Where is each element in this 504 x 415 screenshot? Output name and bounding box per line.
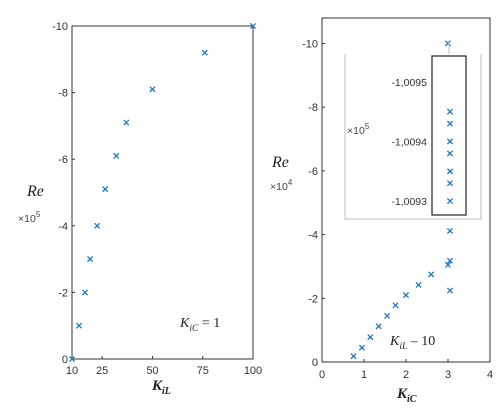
left-data-point: [87, 256, 94, 263]
right-plot-frame: [321, 17, 491, 363]
right-data-point: [350, 353, 357, 360]
inset-box: [431, 55, 467, 216]
left-data-point: [102, 186, 109, 193]
left-data-points: [68, 22, 257, 363]
right-x-tick-label: 4: [487, 369, 493, 381]
inset-data-point: [446, 257, 454, 264]
left-y-tick-label: -10: [52, 21, 68, 33]
left-y-ticks: -10 -8 -6 -4 -2 0: [52, 21, 75, 366]
left-annotation: KiC = 1: [179, 316, 220, 334]
left-y-tick-label: -4: [58, 221, 68, 233]
left-y-axis-label: Re: [26, 183, 44, 200]
left-data-point: [201, 49, 208, 56]
left-data-point: [75, 322, 83, 329]
left-data-point: [82, 289, 89, 296]
right-data-point: [375, 323, 382, 330]
left-data-point: [94, 222, 101, 229]
inset-data-point: [446, 287, 454, 294]
left-data-point: [249, 22, 257, 30]
right-data-point: [415, 281, 422, 288]
left-x-axis-label: KiL: [151, 378, 171, 397]
inset-data-point: [446, 120, 454, 127]
right-data-point: [444, 40, 452, 47]
right-annotation: KiL – 10: [389, 334, 435, 352]
left-plot-frame: [71, 25, 254, 360]
right-y-tick-label: 0: [312, 357, 318, 369]
inset-data-point: [446, 150, 454, 157]
right-data-point: [358, 344, 365, 351]
right-data-point: [392, 302, 399, 309]
left-x-tick-label: 75: [197, 365, 209, 377]
right-y-tick-label: -10: [302, 38, 318, 50]
right-y-tick-label: -8: [308, 102, 318, 114]
right-data-point: [428, 271, 435, 278]
right-data-points: [350, 40, 452, 360]
right-data-point: [444, 261, 452, 268]
left-y-tick-label: -6: [58, 154, 68, 166]
inset-data-point: [446, 108, 454, 115]
right-data-point: [384, 312, 391, 319]
left-y-multiplier: ×105: [18, 210, 41, 225]
inset-data-point: [446, 180, 454, 187]
right-x-tick-label: 1: [361, 369, 367, 381]
right-data-point: [367, 334, 374, 341]
right-x-tick-label: 0: [319, 369, 325, 381]
left-x-tick-label: 50: [146, 365, 158, 377]
left-data-point: [149, 86, 156, 93]
left-data-point: [123, 119, 130, 126]
left-data-point: [113, 152, 120, 159]
right-x-ticks: 0 1 2 3 4: [319, 359, 493, 381]
left-x-ticks: 10 25 50 75 100: [66, 356, 262, 377]
inset-data-points: [446, 108, 454, 294]
right-data-point: [402, 292, 410, 299]
inset-data-point: [446, 138, 454, 145]
right-y-tick-label: -2: [308, 293, 318, 305]
left-x-tick-label: 100: [244, 365, 262, 377]
inset-y-multiplier: ×105: [347, 122, 370, 137]
inset-y-ticks: -1,0095 -1,0094 -1,0093: [391, 77, 427, 208]
inset-y-tick-label: -1,0095: [391, 77, 427, 89]
left-y-tick-label: -8: [58, 88, 68, 100]
right-y-tick-label: -6: [308, 166, 318, 178]
right-y-ticks: -10 -8 -6 -4 -2 0: [302, 38, 325, 369]
inset-y-tick-label: -1,0093: [391, 196, 427, 208]
right-x-tick-label: 3: [445, 369, 451, 381]
right-inset: -1,0095 -1,0094 -1,0093 ×105: [344, 40, 482, 294]
right-y-multiplier: ×104: [270, 178, 293, 193]
inset-data-point: [446, 168, 454, 175]
inset-y-tick-label: -1,0094: [391, 136, 427, 148]
left-y-tick-label: -2: [58, 287, 68, 299]
right-x-tick-label: 2: [403, 369, 409, 381]
inset-data-point: [446, 227, 454, 234]
right-x-axis-label: KiC: [396, 386, 417, 405]
right-y-tick-label: -4: [308, 230, 318, 242]
left-y-tick-label: 0: [62, 354, 68, 366]
left-data-point: [68, 355, 76, 363]
right-y-axis-label: Re: [271, 154, 289, 171]
inset-bracket: [344, 54, 482, 220]
left-x-tick-label: 10: [66, 365, 78, 377]
left-chart: -10 -8 -6 -4 -2 0 10 25 50 75 100 Re ×105 KiL KiC…: [18, 21, 262, 397]
inset-data-point: [446, 198, 454, 205]
left-x-tick-label: 25: [96, 365, 108, 377]
